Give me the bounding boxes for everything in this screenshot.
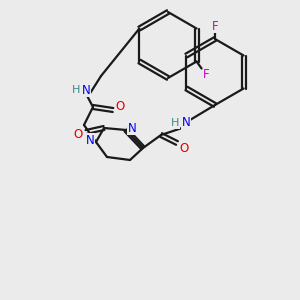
Text: O: O	[116, 100, 124, 113]
Text: F: F	[212, 20, 218, 32]
Text: H: H	[171, 118, 179, 128]
Text: O: O	[74, 128, 82, 140]
Text: N: N	[85, 134, 94, 146]
Text: O: O	[179, 142, 189, 154]
Text: N: N	[82, 83, 90, 97]
Text: N: N	[182, 116, 190, 130]
Text: H: H	[72, 85, 80, 95]
Text: N: N	[128, 122, 136, 134]
Text: F: F	[203, 68, 210, 81]
